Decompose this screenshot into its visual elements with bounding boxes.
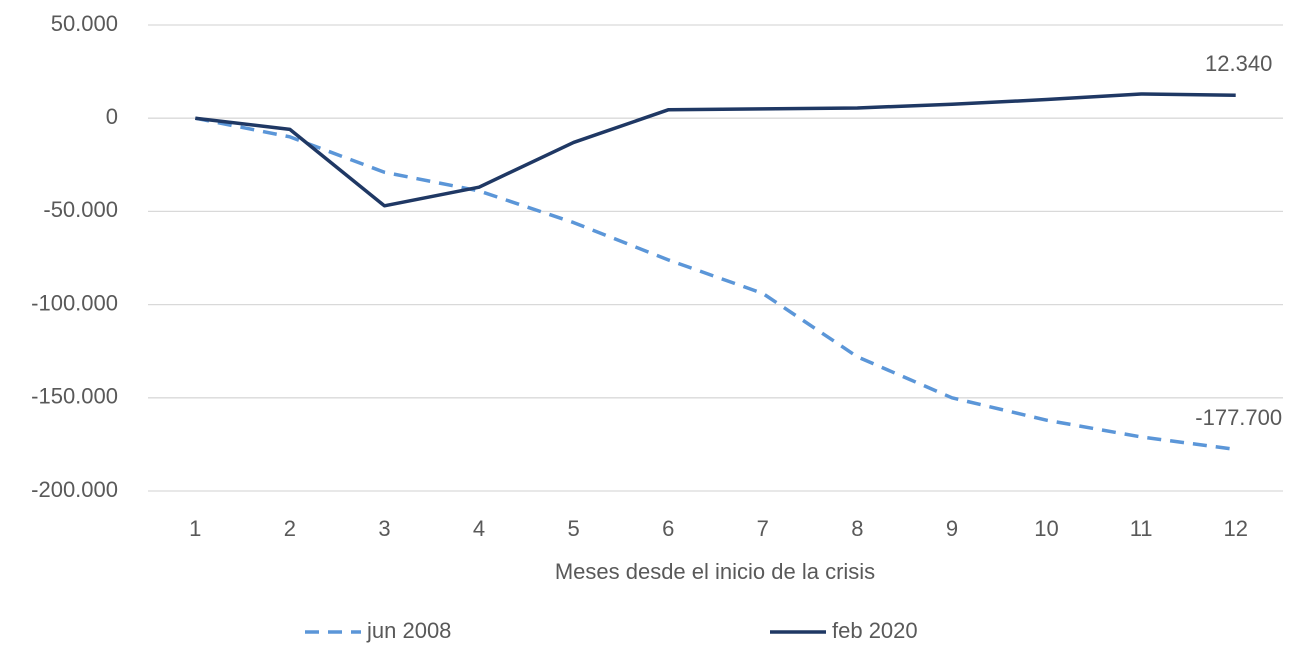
x-tick-label: 4 bbox=[473, 516, 485, 541]
line-series bbox=[194, 116, 1236, 452]
line-series bbox=[195, 92, 1236, 208]
x-tick-label: 11 bbox=[1130, 516, 1153, 541]
x-tick-label: 10 bbox=[1034, 516, 1058, 541]
y-tick-label: -50.000 bbox=[43, 197, 118, 222]
x-tick-label: 9 bbox=[946, 516, 958, 541]
data-label: -177.700 bbox=[1195, 405, 1282, 430]
legend-label: jun 2008 bbox=[366, 618, 451, 643]
x-axis-label: Meses desde el inicio de la crisis bbox=[555, 559, 875, 584]
x-tick-label: 12 bbox=[1223, 516, 1247, 541]
x-tick-label: 1 bbox=[189, 516, 201, 541]
legend-label: feb 2020 bbox=[832, 618, 918, 643]
x-tick-label: 3 bbox=[378, 516, 390, 541]
x-tick-label: 5 bbox=[568, 516, 580, 541]
x-tick-label: 7 bbox=[757, 516, 769, 541]
y-tick-label: 50.000 bbox=[51, 11, 118, 36]
x-tick-label: 2 bbox=[284, 516, 296, 541]
y-tick-label: -150.000 bbox=[31, 384, 118, 409]
x-tick-label: 8 bbox=[851, 516, 863, 541]
data-label: 12.340 bbox=[1205, 51, 1272, 76]
y-tick-label: -100.000 bbox=[31, 290, 118, 315]
y-tick-label: 0 bbox=[106, 104, 118, 129]
y-tick-label: -200.000 bbox=[31, 477, 118, 502]
x-tick-label: 6 bbox=[662, 516, 674, 541]
